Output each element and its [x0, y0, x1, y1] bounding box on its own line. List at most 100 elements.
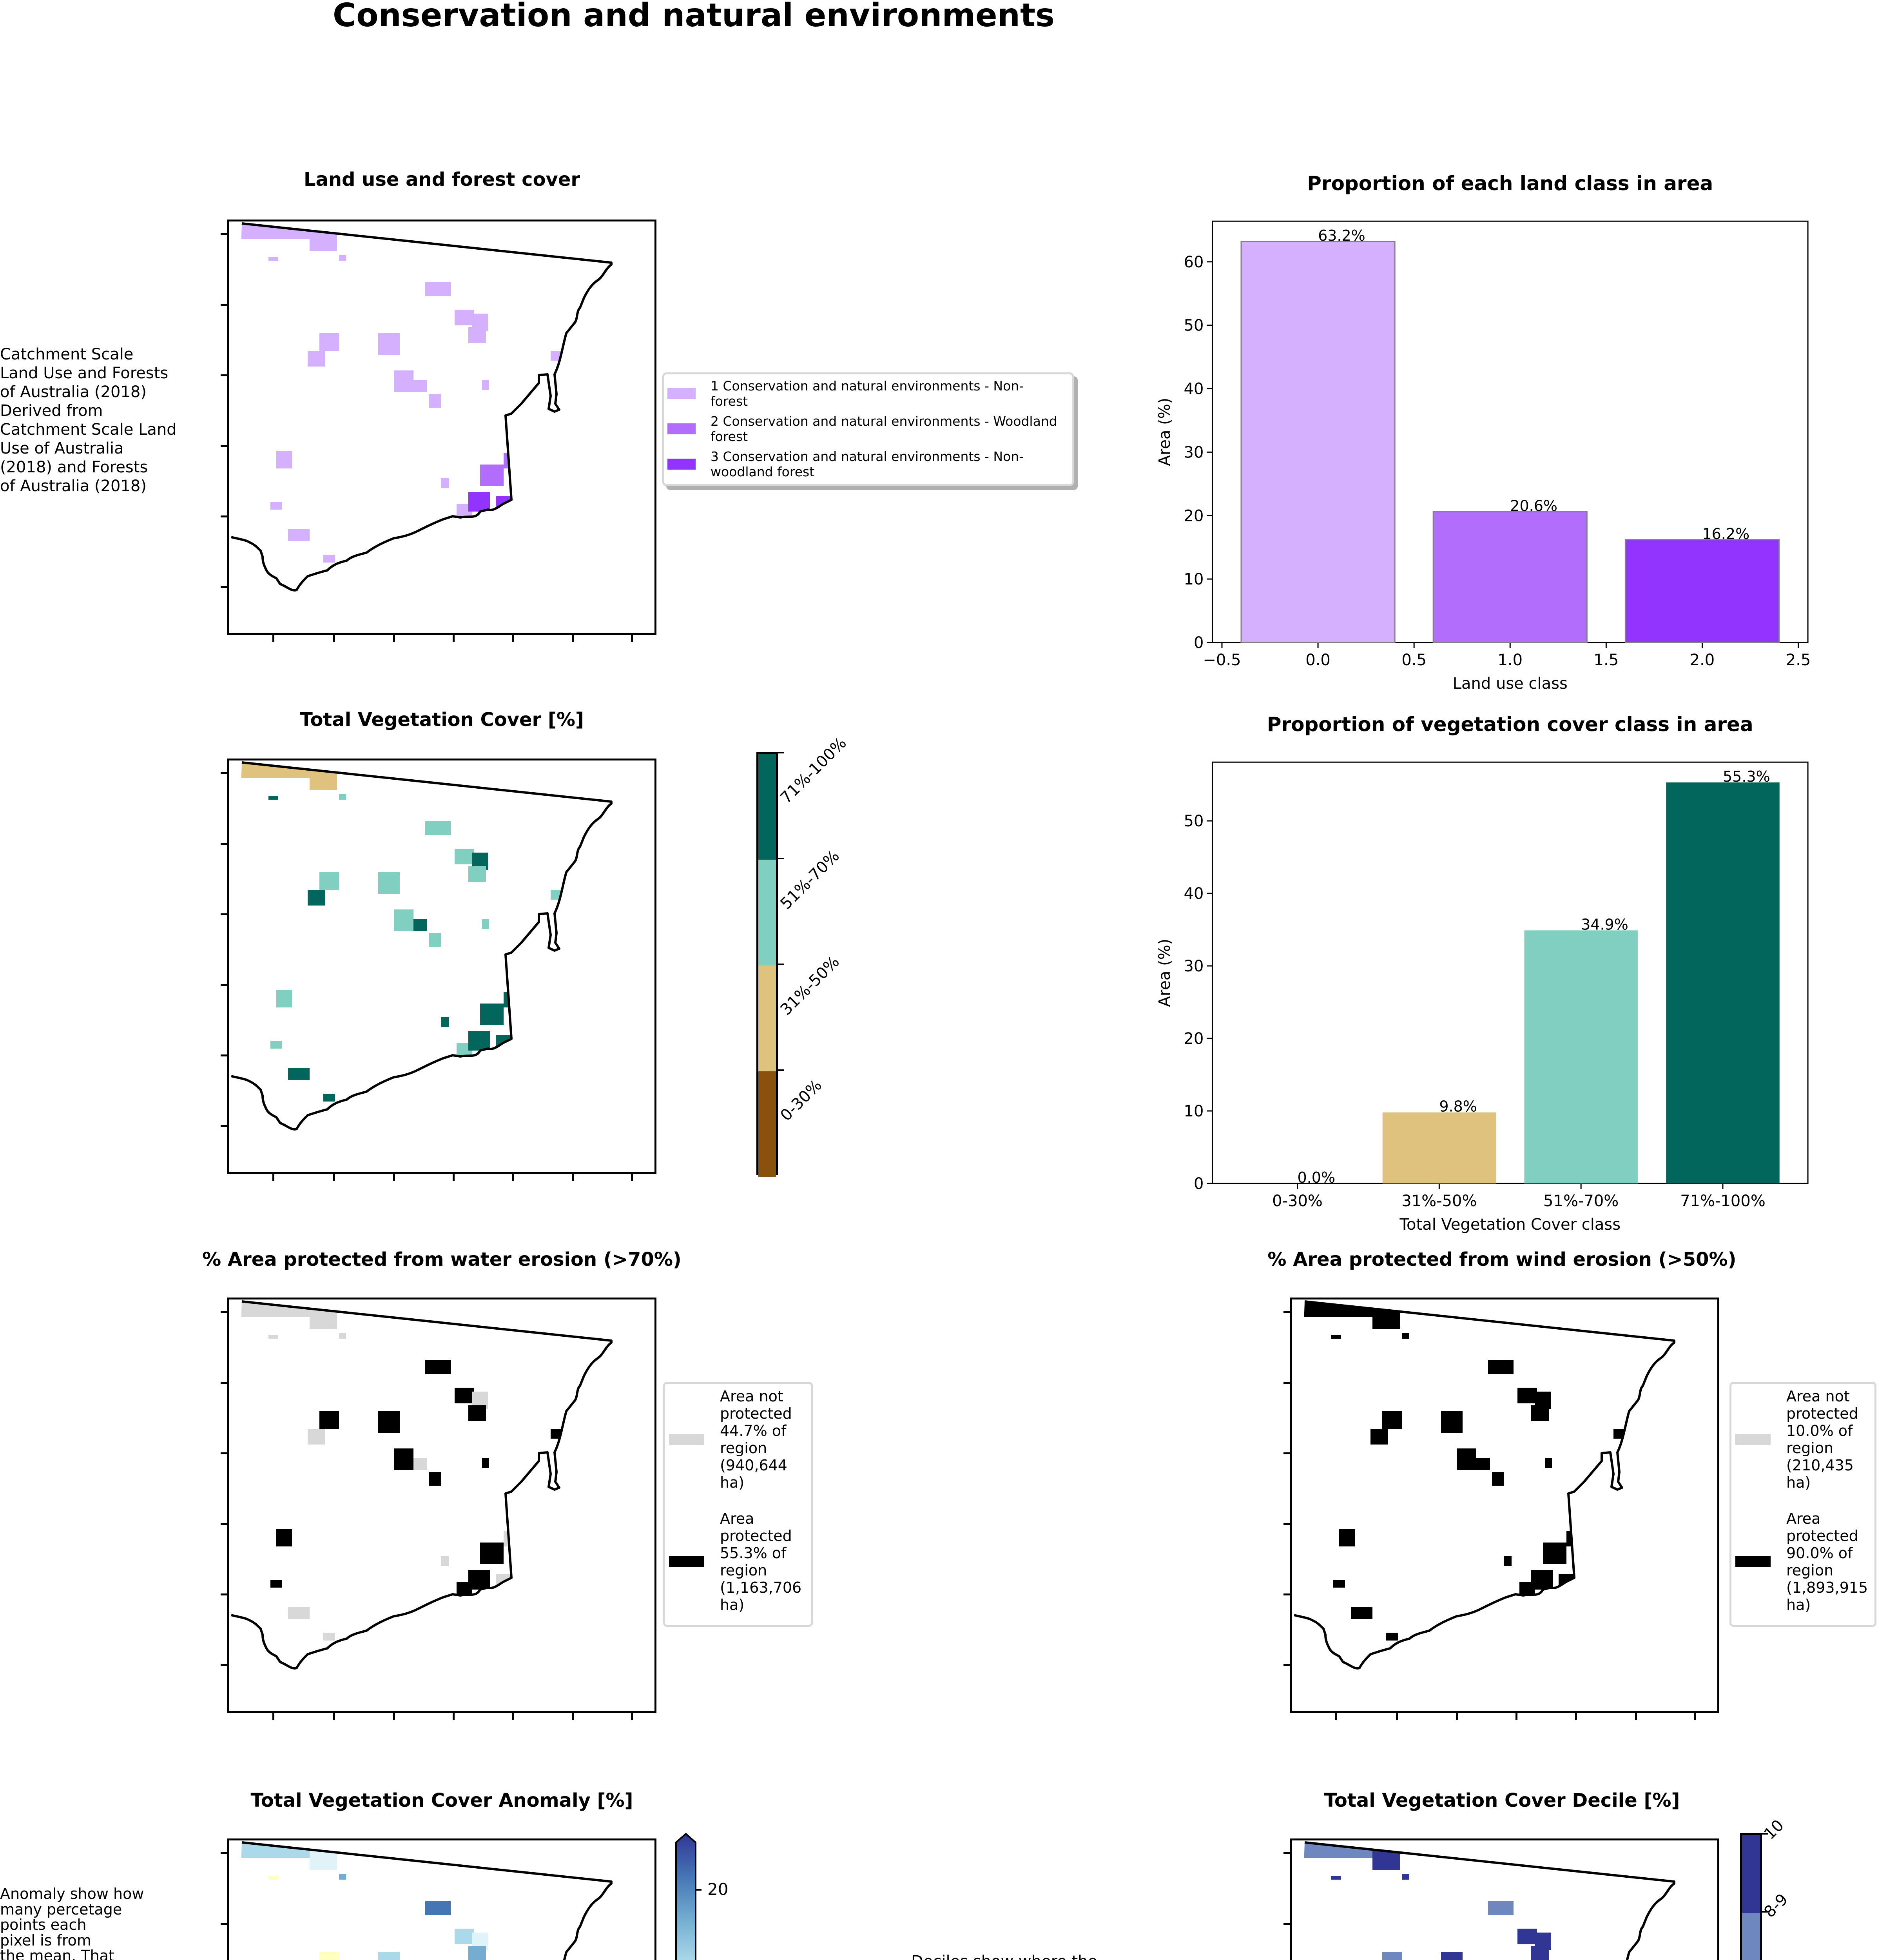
map-canvas	[1294, 1300, 1675, 1670]
decile-map[interactable]	[1283, 1838, 1719, 1960]
map-y-tick	[221, 1593, 228, 1595]
map-region-patch	[394, 909, 413, 931]
map-region-patch	[464, 1605, 504, 1637]
map-region-patch	[531, 484, 547, 502]
map-region-patch	[268, 257, 278, 261]
land-use-map[interactable]	[221, 220, 656, 642]
map-region-patch	[1594, 1562, 1610, 1580]
y-tick-label: 20	[1184, 507, 1204, 525]
map-region-patch	[276, 451, 292, 468]
map-region-patch	[468, 1570, 490, 1590]
map-region-patch	[504, 453, 523, 468]
map-region-patch	[468, 866, 486, 882]
map-y-tick	[221, 1664, 228, 1666]
map-x-tick	[333, 1713, 335, 1720]
map-region-patch	[1657, 1870, 1672, 1880]
map-region-patch	[268, 1335, 278, 1339]
map-y-tick	[1283, 1923, 1291, 1925]
map-region-patch	[482, 919, 489, 929]
decile-map-title: Total Vegetation Cover Decile [%]	[1324, 1789, 1680, 1811]
colorbar-segment	[758, 860, 776, 965]
map-region-patch	[594, 790, 609, 800]
colorbar-tick-label: 51%-70%	[777, 847, 843, 913]
map-x-tick	[512, 635, 514, 642]
legend-label: (210,435	[1786, 1457, 1854, 1474]
anomaly-explanation-line: Anomaly show how	[0, 1885, 144, 1902]
map-region-patch	[339, 1874, 346, 1880]
map-y-tick	[221, 843, 228, 845]
map-region-patch	[1527, 1605, 1566, 1637]
x-tick-label: 2.5	[1786, 651, 1811, 669]
legend-label: protected	[1786, 1527, 1858, 1544]
map-y-tick	[221, 1923, 228, 1925]
colorbar-tick	[696, 1889, 702, 1891]
veg-cover-map[interactable]	[221, 759, 656, 1181]
map-region-patch	[323, 1094, 335, 1102]
map-x-tick	[1335, 1713, 1337, 1720]
veg-class-bar-chart: Proportion of vegetation cover class in …	[1129, 698, 1834, 1239]
map-region-patch	[1304, 1301, 1374, 1317]
map-x-tick	[272, 1174, 274, 1181]
map-region-patch	[1657, 1329, 1672, 1339]
map-region-patch	[468, 492, 490, 512]
legend-label: ha)	[720, 1474, 745, 1491]
map-y-tick	[221, 233, 228, 235]
anomaly-map[interactable]	[221, 1838, 656, 1960]
map-region-patch	[1304, 1842, 1374, 1858]
land-use-legend: 1 Conservation and natural environments …	[662, 372, 1074, 486]
wind-erosion-map[interactable]	[1283, 1298, 1719, 1720]
map-y-tick	[221, 304, 228, 306]
map-y-tick	[1283, 1311, 1291, 1313]
map-y-tick	[221, 1523, 228, 1525]
map-region-patch	[425, 1901, 451, 1915]
bar-data-label: 9.8%	[1439, 1098, 1477, 1115]
x-tick-label: 31%-50%	[1401, 1192, 1477, 1210]
map-region-patch	[310, 231, 337, 251]
colorbar-tick-label: 10	[1760, 1816, 1787, 1843]
y-tick-label: 10	[1184, 1102, 1204, 1120]
bar-data-label: 0.0%	[1298, 1169, 1336, 1186]
source-line: Derived from	[0, 402, 103, 420]
map-region-patch	[394, 370, 413, 392]
map-region-patch	[1402, 1874, 1409, 1880]
map-canvas	[231, 761, 613, 1131]
map-region-patch	[1531, 1946, 1549, 1960]
map-x-tick	[272, 1713, 274, 1720]
map-region-patch	[241, 762, 312, 778]
map-region-patch	[308, 890, 325, 906]
legend-label: protected	[1786, 1405, 1858, 1422]
water-erosion-map[interactable]	[221, 1298, 656, 1720]
region-boundary	[1294, 1300, 1675, 1670]
map-region-patch	[1372, 1309, 1400, 1329]
legend-label: Area	[1786, 1510, 1821, 1527]
map-region-patch	[425, 821, 451, 835]
map-region-patch	[270, 1041, 282, 1049]
legend-label: region	[720, 1562, 767, 1579]
decile-colorbar-body	[1740, 1833, 1762, 1960]
map-region-patch	[1574, 1597, 1602, 1629]
map-canvas	[1304, 1841, 1675, 1960]
bar	[1624, 539, 1780, 643]
map-region-patch	[1441, 1411, 1463, 1433]
map-x-tick	[631, 1713, 633, 1720]
map-region-patch	[429, 394, 441, 408]
map-region-patch	[241, 1842, 312, 1858]
map-y-tick	[221, 913, 228, 915]
colorbar-tick	[778, 1069, 784, 1071]
map-region-patch	[1517, 1388, 1537, 1403]
bar-data-label: 55.3%	[1723, 768, 1770, 785]
x-tick-label: 1.0	[1497, 651, 1523, 669]
legend-item-not-protected: Area not protected 10.0% of region (210,435 h…	[1735, 1388, 1858, 1491]
map-region-patch	[1543, 1543, 1566, 1564]
page-title: Conservation and natural environments	[333, 0, 1055, 34]
map-region-patch	[1488, 1360, 1514, 1374]
map-region-patch	[319, 872, 339, 890]
map-region-patch	[413, 1458, 427, 1470]
chart-title: Proportion of each land class in area	[1307, 172, 1713, 195]
map-y-tick	[221, 1852, 228, 1854]
map-x-tick	[1396, 1713, 1398, 1720]
map-region-patch	[1331, 1876, 1341, 1880]
map-y-tick	[221, 1054, 228, 1056]
bar	[1382, 1112, 1496, 1183]
land-use-source-text: Catchment Scale Land Use and Forests of …	[0, 345, 204, 495]
